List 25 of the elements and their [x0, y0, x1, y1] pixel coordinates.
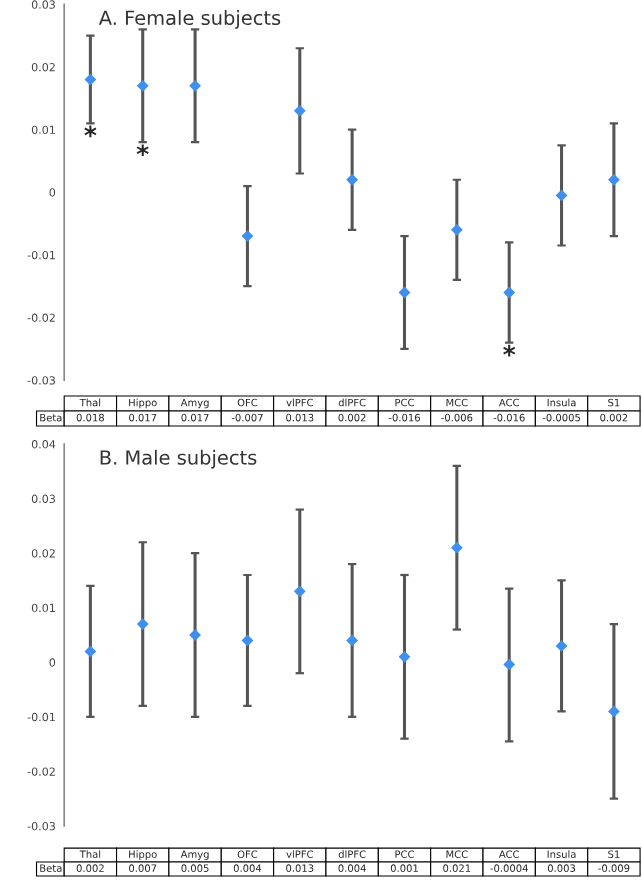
point: [136, 79, 149, 92]
point: [503, 286, 516, 299]
point: [450, 541, 463, 554]
point: [346, 634, 359, 647]
chart-title: A. Female subjects: [98, 10, 281, 29]
point: [608, 173, 620, 186]
point: [189, 79, 201, 92]
chart-title: B. Male subjects: [100, 449, 257, 469]
point: [241, 634, 254, 647]
point: [608, 705, 620, 718]
annotation: *: [136, 144, 149, 157]
point: [84, 645, 97, 658]
point: [241, 230, 254, 243]
point: [293, 585, 306, 598]
point: [293, 104, 306, 117]
point: [555, 189, 568, 202]
point: [84, 73, 97, 86]
point: [450, 223, 463, 236]
point: [346, 173, 359, 186]
annotation: *: [84, 125, 97, 138]
point: [555, 640, 568, 652]
point: [136, 618, 149, 630]
point: [398, 650, 411, 663]
point: [503, 658, 516, 671]
annotation: *: [503, 344, 516, 357]
